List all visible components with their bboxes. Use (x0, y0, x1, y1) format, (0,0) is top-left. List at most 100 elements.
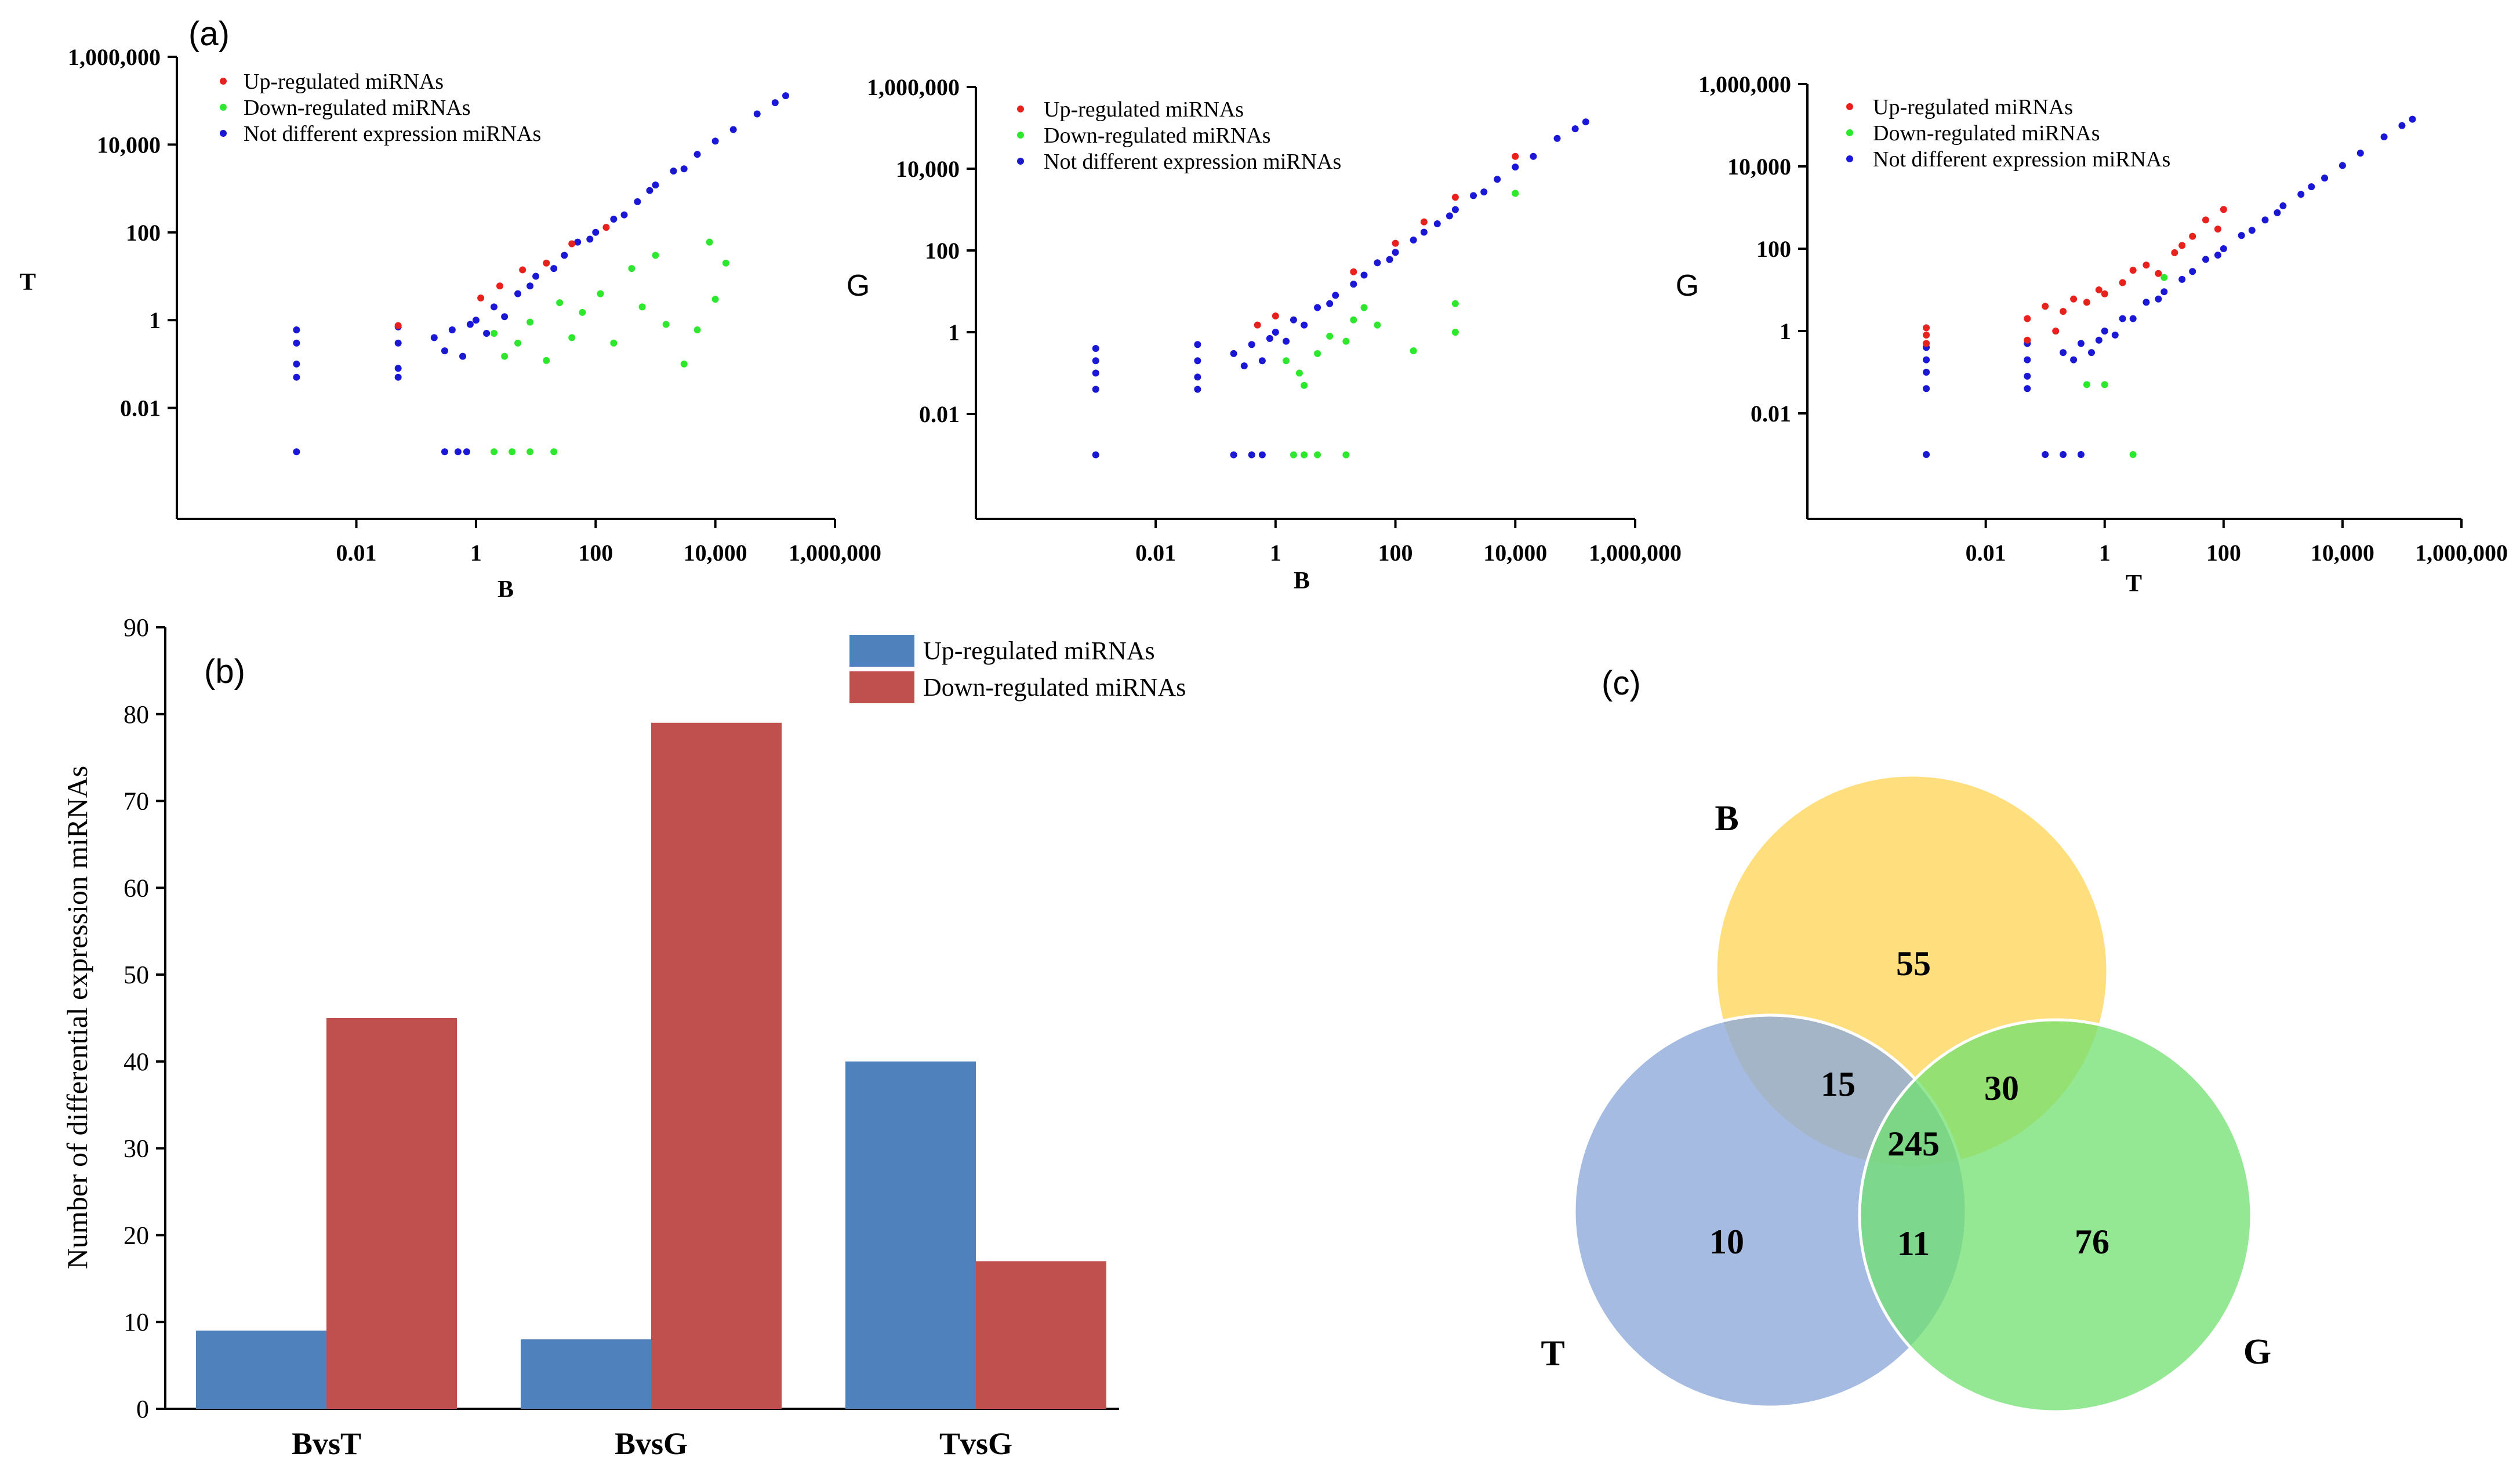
venn-count-b-t-g: 245 (1887, 1125, 1940, 1163)
y-tick-label: 10,000 (896, 156, 960, 182)
point-not (574, 238, 582, 246)
point-not (1194, 357, 1201, 365)
y-axis-label: T (20, 269, 36, 296)
point-down (1374, 321, 1381, 329)
y-tick-label: 0 (136, 1395, 149, 1423)
panel-label-b: (b) (204, 653, 245, 690)
points (1092, 118, 1589, 459)
legend-label-not: Not different expression miRNAs (1873, 147, 2170, 172)
point-down (1301, 451, 1308, 459)
point-not (2101, 328, 2108, 335)
point-not (293, 360, 300, 368)
y-tick-label: 40 (124, 1048, 149, 1076)
point-down (1350, 316, 1357, 324)
point-not (1470, 192, 1477, 199)
bar-down-tvsg (976, 1261, 1106, 1409)
venn-count-g-only: 76 (2075, 1223, 2109, 1261)
point-down (1295, 369, 1303, 377)
point-not (2143, 299, 2150, 306)
point-not (2380, 133, 2388, 141)
y-ticks: 0.01 1 100 10,000 1,000,000 (1698, 71, 1807, 427)
x-tick-label: 10,000 (2311, 540, 2374, 566)
point-down (711, 296, 719, 303)
venn-count-t-g: 11 (1897, 1224, 1930, 1263)
bar-up-bvsg (521, 1339, 651, 1409)
point-up (2214, 226, 2221, 233)
point-not (459, 352, 467, 360)
point-not (1314, 304, 1321, 311)
point-down (514, 339, 522, 347)
point-not (1386, 256, 1393, 263)
point-not (1301, 321, 1308, 329)
point-down (722, 259, 729, 267)
x-category-label: TvsG (939, 1426, 1012, 1461)
x-axis-label: T (2126, 570, 2142, 597)
venn-count-t-only: 10 (1709, 1223, 1744, 1261)
x-ticks: 0.01 1 100 10,000 1,000,000 (1966, 519, 2508, 566)
scatter-panel-bvst: 0.01 1 100 10,000 1,000,000 0.01 1 100 10,000 1,… (20, 44, 881, 603)
y-tick-label: 70 (124, 787, 149, 816)
point-up (2171, 249, 2178, 256)
point-not (2060, 349, 2067, 357)
point-not (2155, 295, 2162, 303)
point-up (1923, 331, 1930, 339)
point-down (550, 448, 558, 456)
point-not (293, 448, 300, 456)
y-tick-label: 100 (925, 238, 960, 264)
x-tick-label: 1 (470, 540, 482, 566)
x-category-label: BvsT (292, 1426, 361, 1461)
point-not (592, 228, 600, 236)
point-up (1272, 312, 1279, 319)
points (1923, 115, 2416, 458)
point-down (2129, 451, 2137, 458)
point-not (293, 326, 300, 333)
point-not (472, 317, 480, 324)
point-not (1553, 135, 1561, 142)
point-down (2160, 274, 2168, 281)
point-not (1230, 350, 1237, 357)
y-ticks: 0 10 20 30 40 50 60 70 80 90 (124, 613, 165, 1423)
point-not (782, 92, 789, 100)
point-not (2077, 451, 2085, 458)
point-not (729, 126, 737, 133)
point-not (1571, 125, 1579, 133)
point-up (1923, 340, 1930, 347)
point-not (2202, 256, 2209, 263)
y-tick-label: 10 (124, 1308, 149, 1336)
point-up (2095, 286, 2103, 293)
point-down (610, 339, 618, 347)
legend-label-down: Down-regulated miRNAs (1044, 123, 1271, 148)
x-tick-label: 1,000,000 (789, 540, 881, 566)
point-not (1194, 386, 1201, 393)
point-not (1512, 163, 1519, 171)
point-up (1254, 321, 1261, 329)
point-down (1342, 337, 1350, 345)
point-down (543, 357, 550, 364)
x-tick-label: 10,000 (684, 540, 747, 566)
point-up (2052, 328, 2060, 335)
point-up (2129, 267, 2137, 274)
point-up (2083, 299, 2090, 306)
x-category-label: BvsG (615, 1426, 688, 1461)
point-not (1923, 356, 1930, 364)
point-up (1392, 239, 1399, 247)
legend-label-up: Up-regulated miRNAs (923, 637, 1155, 665)
point-not (620, 211, 628, 219)
point-not (490, 303, 498, 311)
point-not (293, 373, 300, 381)
legend-marker-down (1017, 132, 1024, 139)
point-down (509, 448, 516, 456)
point-down (1342, 451, 1350, 459)
venn-set-label-g: G (2243, 1332, 2271, 1372)
legend-marker-up (220, 78, 227, 85)
point-not (771, 99, 779, 107)
bar-up-bvst (196, 1331, 326, 1409)
legend: Up-regulated miRNAs Down-regulated miRNA… (1846, 95, 2170, 172)
point-up (2101, 290, 2108, 297)
point-not (430, 334, 438, 341)
legend-label-down: Down-regulated miRNAs (1873, 121, 2100, 146)
point-up (1420, 218, 1428, 226)
point-not (1326, 300, 1334, 307)
legend-swatch-down (849, 671, 914, 703)
point-not (2095, 336, 2103, 344)
